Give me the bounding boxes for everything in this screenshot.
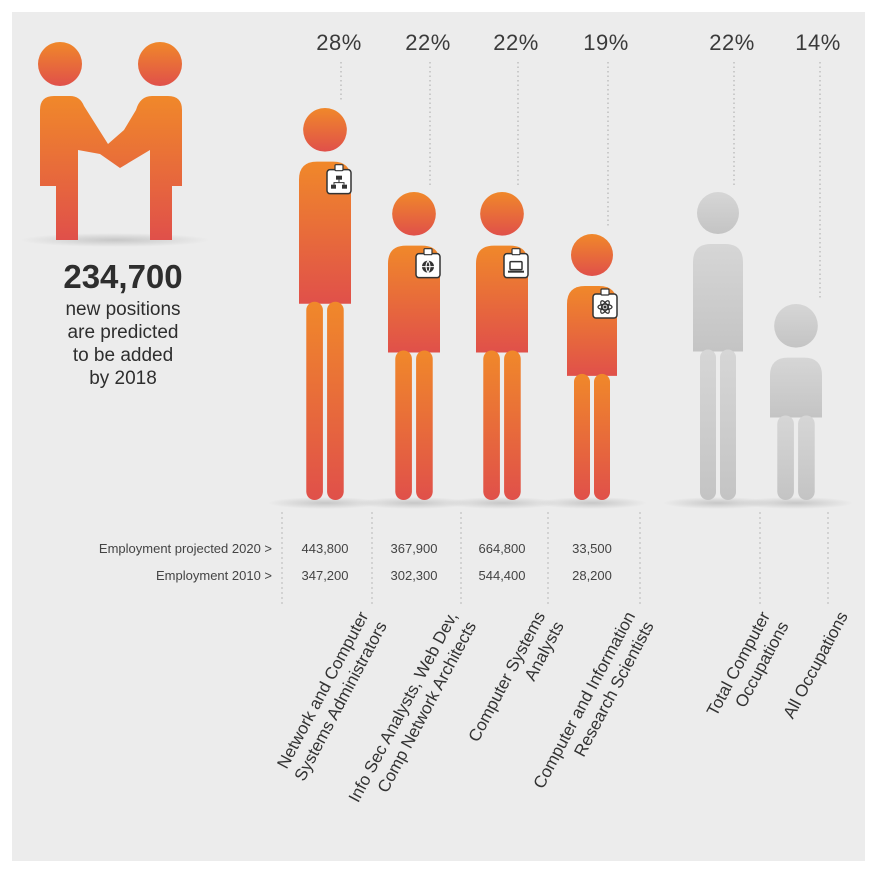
employment-2010-value: 302,300 [390, 568, 438, 583]
headline-subtitle: new positions are predicted to be added … [28, 298, 218, 390]
person-figure [537, 234, 647, 509]
person-figure [267, 108, 383, 509]
laptop-icon [503, 248, 529, 279]
headline-line-4: by 2018 [89, 368, 157, 389]
figure-shadow [356, 497, 472, 509]
growth-percent-label: 19% [583, 30, 629, 55]
growth-percent-label: 28% [316, 30, 362, 55]
figure-head [774, 304, 818, 348]
person-figure [738, 304, 854, 509]
globe-icon [415, 248, 441, 279]
person-figure [444, 192, 560, 509]
figure-leg [416, 350, 433, 500]
employment-2020-value: 367,900 [390, 541, 438, 556]
headline-value: 234,700 [63, 258, 183, 295]
figure-leg [483, 350, 500, 500]
figure-leg [798, 415, 815, 500]
employment-2010-value: 347,200 [301, 568, 349, 583]
guide-lines [281, 62, 829, 606]
figure-shadow [663, 497, 773, 509]
employment-2010-value: 28,200 [572, 568, 612, 583]
figure-head [392, 192, 436, 236]
employment-2020-value: 664,800 [478, 541, 526, 556]
figure-leg [777, 415, 794, 500]
growth-percent-label: 22% [493, 30, 539, 55]
figure-torso [299, 161, 351, 304]
growth-percent-label: 22% [405, 30, 451, 55]
headline-line-1: new positions [65, 299, 181, 320]
figure-head [303, 108, 347, 152]
figure-leg [306, 301, 323, 500]
figure-shadow [267, 497, 383, 509]
row-label-2010: Employment 2010 > [156, 568, 272, 583]
employment-2020-value: 33,500 [572, 541, 612, 556]
figure-leg [594, 373, 610, 500]
network-diagram-icon [326, 164, 352, 195]
person-figure [663, 192, 773, 509]
figure-shadow [444, 497, 560, 509]
person-figure [356, 192, 472, 509]
figure-head [697, 192, 739, 234]
figure-shadow [738, 497, 854, 509]
row-label-2020: Employment projected 2020 > [98, 541, 272, 556]
growth-percent-label: 14% [795, 30, 841, 55]
figure-torso [770, 357, 822, 418]
figure-torso [693, 244, 743, 352]
growth-percent-label: 22% [709, 30, 755, 55]
figure-leg [720, 349, 736, 500]
atom-icon [592, 288, 618, 319]
figure-head [480, 192, 524, 236]
figure-head [571, 234, 613, 276]
figure-leg [327, 301, 344, 500]
figure-leg [395, 350, 412, 500]
figure-leg [504, 350, 521, 500]
figure-leg [700, 349, 716, 500]
figure-leg [574, 373, 590, 500]
handshake-icon [20, 42, 210, 247]
figure-shadow [537, 497, 647, 509]
people-figures [267, 108, 854, 509]
headline-line-3: to be added [72, 345, 174, 366]
headline-line-2: are predicted [67, 322, 179, 343]
employment-2010-value: 544,400 [478, 568, 526, 583]
employment-2020-value: 443,800 [301, 541, 349, 556]
